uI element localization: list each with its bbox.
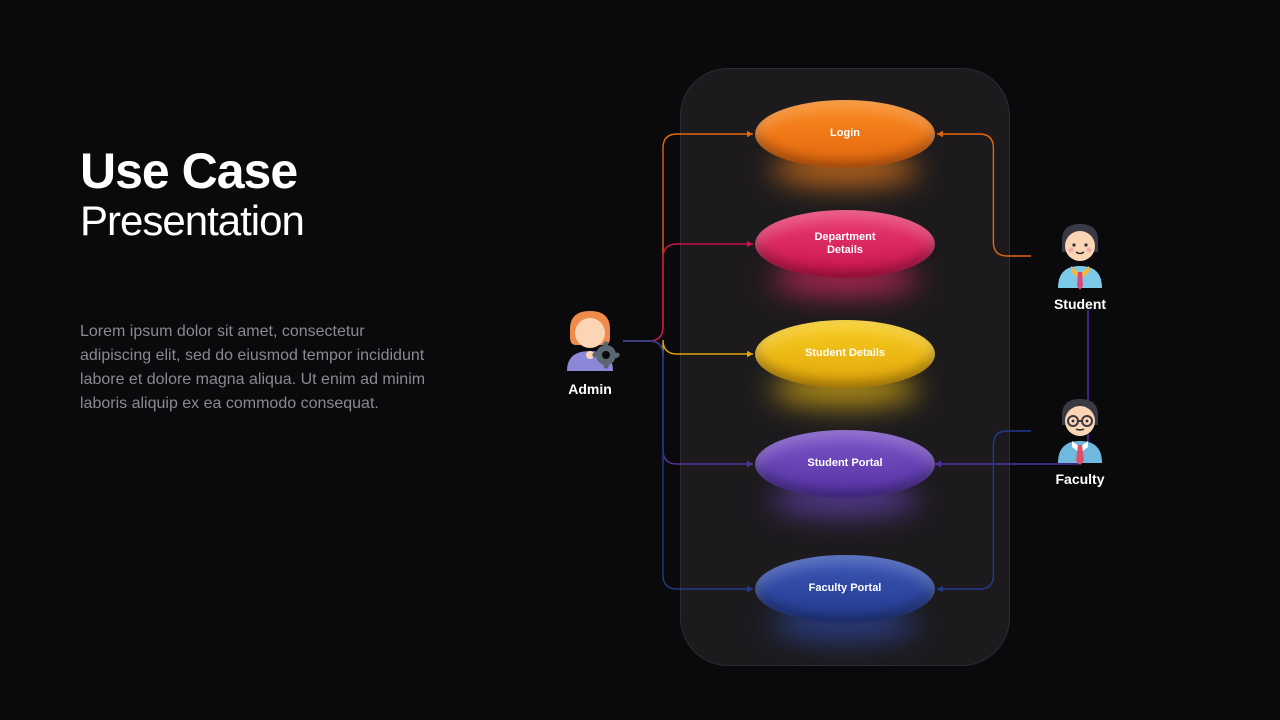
usecase-ellipse: Student Portal	[755, 430, 935, 498]
usecase-login: Login	[755, 100, 935, 178]
usecase-dept: Department Details	[755, 210, 935, 288]
usecase-label: Student Details	[805, 347, 885, 360]
usecase-ellipse: Student Details	[755, 320, 935, 388]
body-text: Lorem ipsum dolor sit amet, consectetur …	[80, 320, 440, 416]
title-block: Use Case Presentation	[80, 145, 304, 244]
usecase-studdet: Student Details	[755, 320, 935, 398]
actor-faculty: Faculty	[1035, 395, 1125, 487]
student-icon	[1035, 220, 1125, 292]
actor-admin: Admin	[545, 305, 635, 397]
admin-icon	[545, 305, 635, 377]
actor-label: Admin	[545, 381, 635, 397]
actor-label: Faculty	[1035, 471, 1125, 487]
actor-label: Student	[1035, 296, 1125, 312]
title-line1: Use Case	[80, 145, 304, 198]
usecase-ellipse: Faculty Portal	[755, 555, 935, 623]
faculty-icon	[1035, 395, 1125, 467]
slide: Use Case Presentation Lorem ipsum dolor …	[0, 0, 1280, 720]
usecase-label: Login	[830, 127, 860, 140]
usecase-studportal: Student Portal	[755, 430, 935, 508]
usecase-label: Department Details	[814, 231, 875, 257]
usecase-label: Faculty Portal	[809, 582, 882, 595]
usecase-ellipse: Login	[755, 100, 935, 168]
actor-student: Student	[1035, 220, 1125, 312]
usecase-facportal: Faculty Portal	[755, 555, 935, 633]
title-line2: Presentation	[80, 198, 304, 244]
usecase-label: Student Portal	[807, 457, 882, 470]
usecase-ellipse: Department Details	[755, 210, 935, 278]
